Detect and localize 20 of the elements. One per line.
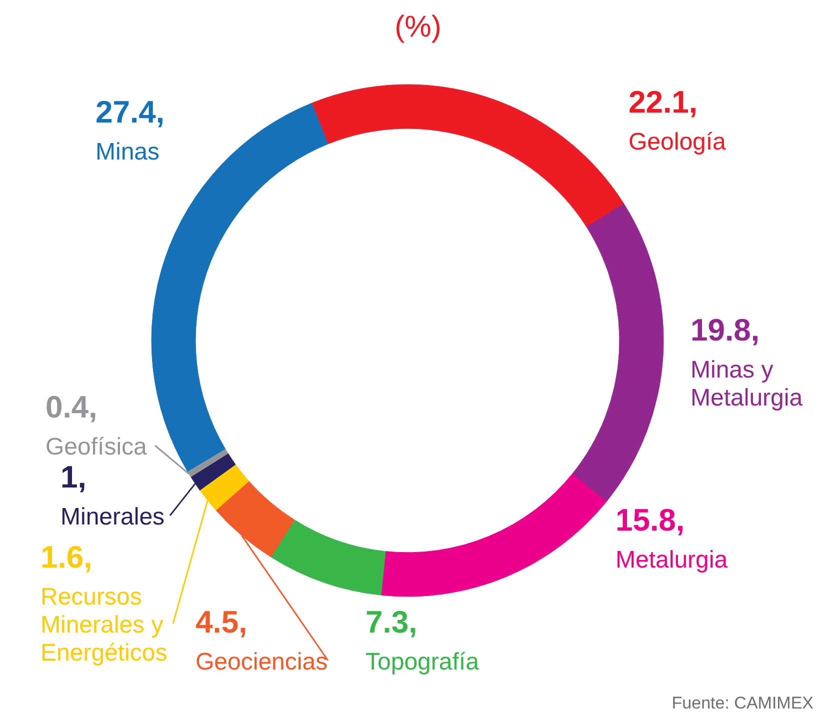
chart-title: (%) [394, 10, 442, 44]
slice-label: Recursos Minerales y Energéticos [40, 584, 168, 666]
data-label: 7.3, [366, 604, 418, 640]
data-label: 0.4, [46, 390, 98, 424]
slice-label: Topografía [366, 648, 480, 676]
slice-label: Minas [96, 138, 160, 166]
data-label: 1, [60, 460, 86, 494]
data-label: 22.1, [628, 84, 698, 120]
data-label: 27.4, [96, 94, 164, 130]
slice-label: Minas y Metalurgia [690, 356, 804, 412]
slice-label: Geofísica [46, 434, 148, 460]
data-label: 1.6, [40, 540, 92, 574]
data-label: 19.8, [690, 312, 760, 348]
slice-label: Geociencias [196, 648, 328, 676]
slice-label: Minerales [60, 504, 165, 530]
data-label: 4.5, [196, 604, 248, 640]
data-label: 15.8, [616, 502, 684, 538]
slice-label: Metalurgia [616, 546, 728, 574]
source-note: Fuente: CAMIMEX [672, 694, 814, 712]
slice-label: Geología [628, 128, 727, 156]
